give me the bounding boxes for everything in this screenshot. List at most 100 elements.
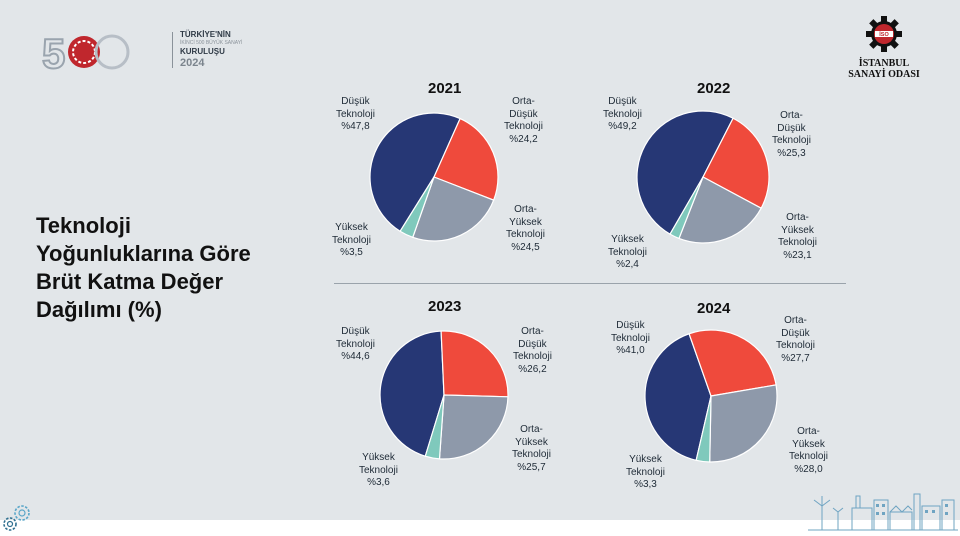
logo-line2: İKİNCİ 500 BÜYÜK SANAYİ bbox=[180, 40, 243, 46]
slice-dusuk-teknoloji bbox=[644, 332, 712, 462]
label-dusuk-teknoloji: Düşük Teknoloji %47,8 bbox=[336, 96, 375, 134]
label-line: Düşük bbox=[608, 96, 637, 107]
iso-gear-icon: İSO bbox=[866, 16, 902, 52]
bottom-strip bbox=[0, 520, 960, 536]
logo-500-text: TÜRKİYE'NİN İKİNCİ 500 BÜYÜK SANAYİ KURU… bbox=[180, 30, 260, 69]
label-line: Orta- bbox=[784, 315, 807, 326]
label-line: Teknoloji bbox=[359, 464, 398, 476]
label-line: Teknoloji bbox=[336, 338, 375, 350]
pie-chart-2021 bbox=[369, 112, 499, 242]
label-line: Teknoloji bbox=[789, 451, 828, 462]
iso-name: İSTANBUL SANAYİ ODASI bbox=[832, 58, 936, 80]
label-line: Teknoloji bbox=[513, 351, 552, 362]
label-line: %3,5 bbox=[340, 247, 363, 258]
label-line: Orta- bbox=[512, 96, 535, 107]
slice-dusuk-teknoloji bbox=[636, 110, 734, 235]
factory-illustration bbox=[808, 493, 958, 531]
label-line: %3,6 bbox=[367, 477, 390, 488]
label-line: Yüksek bbox=[792, 438, 825, 450]
label-line: Düşük bbox=[518, 338, 547, 350]
label-line: %27,7 bbox=[781, 352, 810, 364]
logo-line1: TÜRKİYE'NİN bbox=[180, 30, 231, 39]
label-line: Teknoloji bbox=[506, 229, 545, 240]
label-line: %24,2 bbox=[509, 133, 538, 145]
iso-badge: İSO bbox=[879, 31, 889, 38]
label-orta-yuksek-teknoloji: Orta- Yüksek Teknoloji %23,1 bbox=[778, 212, 817, 262]
pie-chart-2024 bbox=[644, 329, 778, 463]
label-orta-yuksek-teknoloji: Orta- Yüksek Teknoloji %25,7 bbox=[512, 424, 551, 474]
label-line: %24,5 bbox=[511, 241, 540, 253]
logo-year: 2024 bbox=[180, 57, 205, 69]
label-line: Düşük bbox=[616, 320, 645, 331]
slice-orta-yuksek-teknoloji bbox=[411, 176, 495, 242]
slice-orta-yuksek-teknoloji bbox=[678, 176, 762, 244]
label-yuksek-teknoloji: Yüksek Teknoloji %2,4 bbox=[608, 234, 647, 272]
iso-name-line1: İSTANBUL bbox=[858, 58, 910, 69]
iso-logo: İSO İSTANBUL SANAYİ ODASI bbox=[832, 12, 936, 84]
chart-title-2024: 2024 bbox=[697, 300, 731, 317]
slice-orta-dusuk-teknoloji bbox=[688, 329, 777, 397]
label-line: %49,2 bbox=[608, 121, 637, 132]
title-line-1: Teknoloji bbox=[36, 213, 131, 238]
slice-dusuk-teknoloji bbox=[379, 330, 445, 457]
label-line: Düşük bbox=[777, 122, 806, 134]
label-orta-dusuk-teknoloji: Orta- Düşük Teknoloji %27,7 bbox=[776, 315, 815, 365]
label-line: %23,1 bbox=[783, 249, 812, 261]
chart-title-2022: 2022 bbox=[697, 80, 731, 97]
label-line: %26,2 bbox=[518, 363, 547, 375]
label-line: Teknoloji bbox=[608, 246, 647, 258]
label-orta-yuksek-teknoloji: Orta- Yüksek Teknoloji %28,0 bbox=[789, 426, 828, 476]
chart-title-2023: 2023 bbox=[428, 298, 462, 315]
title-line-2: Yoğunluklarına Göre bbox=[36, 241, 251, 266]
title-line-3: Brüt Katma Değer bbox=[36, 269, 224, 294]
label-orta-dusuk-teknoloji: Orta- Düşük Teknoloji %25,3 bbox=[772, 110, 811, 160]
label-line: Teknoloji bbox=[512, 449, 551, 460]
title-line-4: Dağılımı (%) bbox=[36, 297, 162, 322]
slice-orta-yuksek-teknoloji bbox=[438, 394, 509, 460]
label-line: Orta- bbox=[521, 326, 544, 337]
iso-name-line2: SANAYİ ODASI bbox=[848, 69, 920, 80]
label-line: Teknoloji bbox=[772, 135, 811, 146]
label-line: Yüksek bbox=[611, 234, 644, 245]
label-orta-yuksek-teknoloji: Orta- Yüksek Teknoloji %24,5 bbox=[506, 204, 545, 254]
label-line: Yüksek bbox=[629, 454, 662, 465]
label-line: Orta- bbox=[780, 110, 803, 121]
label-line: Teknoloji bbox=[776, 340, 815, 351]
label-line: %25,7 bbox=[517, 461, 546, 473]
slice-yuksek-teknoloji bbox=[399, 176, 435, 239]
label-line: %25,3 bbox=[777, 147, 806, 159]
label-dusuk-teknoloji: Düşük Teknoloji %41,0 bbox=[611, 320, 650, 358]
label-orta-dusuk-teknoloji: Orta- Düşük Teknoloji %26,2 bbox=[513, 326, 552, 376]
label-line: Teknoloji bbox=[336, 108, 375, 120]
logo-500-graphic: 5 bbox=[41, 29, 130, 76]
label-line: %47,8 bbox=[341, 121, 370, 132]
label-line: Düşük bbox=[509, 108, 538, 120]
logo-500-grey-zero bbox=[94, 34, 130, 70]
label-line: Düşük bbox=[341, 96, 370, 107]
logo-500-digit: 5 bbox=[42, 30, 65, 76]
slice-yuksek-teknoloji bbox=[424, 394, 445, 460]
slice-orta-dusuk-teknoloji bbox=[440, 330, 509, 398]
label-line: Yüksek bbox=[362, 452, 395, 463]
chart-title-2021: 2021 bbox=[428, 80, 462, 97]
label-yuksek-teknoloji: Yüksek Teknoloji %3,5 bbox=[332, 222, 371, 260]
label-line: Düşük bbox=[781, 327, 810, 339]
chart-divider bbox=[334, 283, 846, 284]
label-line: Orta- bbox=[514, 204, 537, 215]
label-line: Teknoloji bbox=[778, 237, 817, 248]
pie-chart-2023 bbox=[379, 330, 509, 460]
label-line: Orta- bbox=[797, 426, 820, 437]
slice-orta-yuksek-teknoloji bbox=[709, 384, 778, 463]
label-line: %2,4 bbox=[616, 259, 639, 270]
label-line: Yüksek bbox=[515, 436, 548, 448]
label-line: Teknoloji bbox=[504, 121, 543, 132]
label-yuksek-teknoloji: Yüksek Teknoloji %3,6 bbox=[359, 452, 398, 490]
label-dusuk-teknoloji: Düşük Teknoloji %49,2 bbox=[603, 96, 642, 134]
label-line: Teknoloji bbox=[626, 466, 665, 478]
gears-icon bbox=[3, 505, 30, 531]
label-line: Teknoloji bbox=[332, 234, 371, 246]
label-line: Teknoloji bbox=[611, 332, 650, 344]
label-yuksek-teknoloji: Yüksek Teknoloji %3,3 bbox=[626, 454, 665, 492]
label-line: Yüksek bbox=[335, 222, 368, 233]
label-line: Düşük bbox=[341, 326, 370, 337]
